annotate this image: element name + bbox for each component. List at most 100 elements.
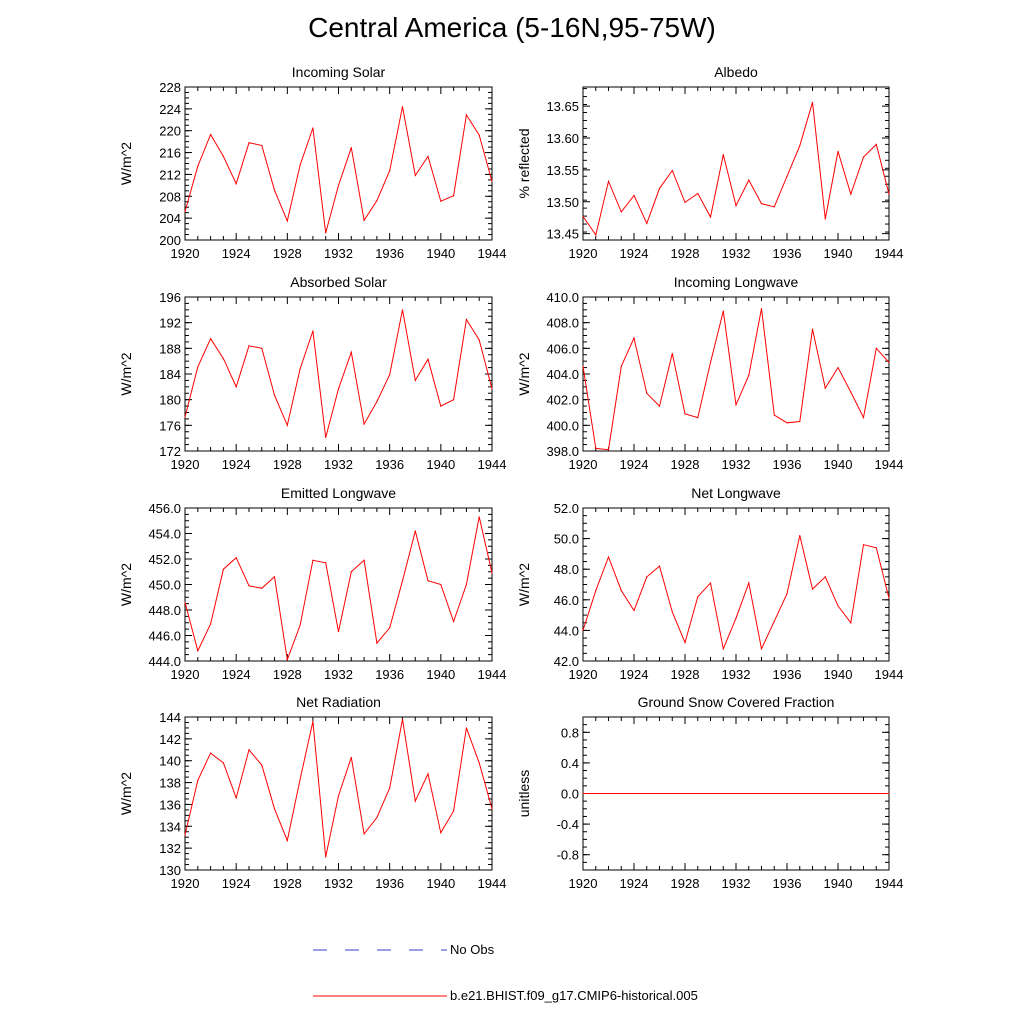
net-longwave-data-point	[862, 544, 865, 546]
y-tick-label: 44.0	[554, 623, 579, 638]
albedo-series-line	[582, 102, 890, 237]
absorbed-solar-data-point	[209, 338, 212, 340]
y-tick-label: 444.0	[148, 654, 181, 669]
y-tick-label: 212	[159, 167, 181, 182]
albedo-data-point	[811, 101, 814, 103]
incoming-solar-data-point	[286, 220, 288, 222]
incoming-solar-data-point	[222, 155, 224, 157]
emitted-longwave-data-point	[184, 601, 186, 603]
net-radiation-data-point	[478, 762, 480, 764]
x-tick-label: 1940	[426, 457, 455, 472]
x-tick-label: 1928	[671, 457, 700, 472]
net-radiation-data-point	[235, 797, 237, 799]
y-tick-label: 0.8	[561, 725, 579, 740]
absorbed-solar-data-point	[465, 318, 468, 321]
incoming-longwave-data-point	[824, 387, 826, 389]
y-tick-label: 0.4	[561, 756, 579, 771]
albedo-data-point	[888, 193, 890, 195]
net-longwave-data-point	[799, 534, 801, 537]
x-tick-label: 1936	[773, 876, 802, 891]
ground-snow-covered-fraction-data-point	[582, 792, 584, 795]
net-radiation-plot-frame	[184, 716, 493, 871]
x-tick-label: 1944	[875, 246, 904, 261]
incoming-longwave-data-point	[735, 404, 737, 406]
albedo-data-point	[697, 192, 699, 195]
y-tick-label: 400.0	[546, 418, 579, 433]
net-longwave-data-point	[633, 609, 635, 612]
net-longwave-data-point	[658, 565, 661, 567]
emitted-longwave-data-point	[453, 620, 455, 623]
x-tick-label: 1928	[273, 876, 302, 891]
emitted-longwave-ylabel: W/m^2	[118, 563, 134, 606]
x-tick-label: 1932	[324, 667, 353, 682]
x-tick-label: 1928	[273, 457, 302, 472]
incoming-solar-data-point	[491, 180, 493, 183]
net-longwave-data-point	[773, 620, 775, 622]
y-tick-label: 176	[159, 418, 181, 433]
x-tick-label: 1944	[478, 457, 507, 472]
incoming-solar-series-line	[184, 106, 493, 234]
y-tick-label: 196	[159, 290, 181, 305]
net-longwave-data-point	[760, 648, 763, 650]
y-tick-label: 404.0	[546, 367, 579, 382]
absorbed-solar-data-point	[414, 379, 416, 382]
incoming-longwave-data-point	[722, 310, 724, 312]
net-longwave-data-point	[582, 629, 584, 632]
emitted-longwave-data-point	[261, 587, 263, 589]
albedo-data-point	[709, 216, 712, 218]
y-tick-label: 134	[159, 819, 181, 834]
emitted-longwave-data-point	[337, 631, 340, 633]
y-tick-label: 192	[159, 316, 181, 331]
absorbed-solar-data-point	[491, 388, 493, 390]
absorbed-solar-data-point	[235, 386, 237, 388]
y-tick-label: 48.0	[554, 562, 579, 577]
net-longwave-ylabel: W/m^2	[516, 563, 532, 606]
incoming-longwave-data-point	[582, 365, 584, 367]
absorbed-solar-data-point	[261, 347, 263, 349]
x-tick-label: 1936	[375, 457, 404, 472]
x-tick-label: 1924	[620, 457, 649, 472]
albedo-data-point	[646, 222, 648, 225]
absorbed-solar-ylabel: W/m^2	[118, 352, 134, 395]
incoming-solar-data-point	[389, 170, 391, 172]
net-longwave-data-point	[875, 547, 877, 549]
incoming-longwave-plot-frame	[582, 296, 890, 452]
ground-snow-covered-fraction-title: Ground Snow Covered Fraction	[638, 694, 835, 710]
net-radiation-data-point	[427, 773, 429, 775]
incoming-longwave-data-point	[875, 347, 877, 349]
x-tick-label: 1944	[478, 667, 507, 682]
x-tick-label: 1932	[722, 876, 751, 891]
albedo-data-point	[837, 150, 839, 152]
incoming-longwave-data-point	[850, 391, 852, 393]
absorbed-solar-data-point	[440, 405, 442, 407]
incoming-longwave-data-point	[811, 328, 814, 330]
incoming-solar-plot-frame	[184, 86, 493, 241]
x-tick-label: 1928	[273, 667, 302, 682]
absorbed-solar-data-point	[299, 368, 301, 370]
incoming-solar-data-point	[401, 106, 404, 108]
net-longwave-data-point	[786, 593, 788, 595]
emitted-longwave-data-point	[248, 585, 250, 587]
x-tick-label: 1944	[875, 457, 904, 472]
incoming-solar-data-point	[453, 195, 455, 197]
net-radiation-data-point	[376, 816, 378, 819]
net-radiation-title: Net Radiation	[296, 694, 381, 710]
y-tick-label: 452.0	[148, 552, 181, 567]
x-tick-label: 1940	[824, 246, 853, 261]
incoming-longwave-data-point	[773, 414, 775, 416]
albedo-data-point	[773, 206, 775, 208]
emitted-longwave-data-point	[401, 580, 404, 582]
net-longwave-series-line	[582, 535, 890, 651]
incoming-longwave-data-point	[595, 447, 597, 450]
emitted-longwave-data-point	[235, 557, 237, 559]
net-radiation-data-point	[222, 762, 224, 764]
emitted-longwave-data-point	[465, 583, 468, 586]
incoming-solar-data-point	[261, 144, 263, 147]
net-longwave-data-point	[722, 648, 724, 650]
absorbed-solar-data-point	[273, 394, 276, 396]
incoming-solar-data-point	[376, 200, 378, 202]
net-radiation-data-point	[286, 839, 288, 842]
x-tick-label: 1932	[324, 457, 353, 472]
incoming-longwave-data-point	[646, 392, 648, 394]
